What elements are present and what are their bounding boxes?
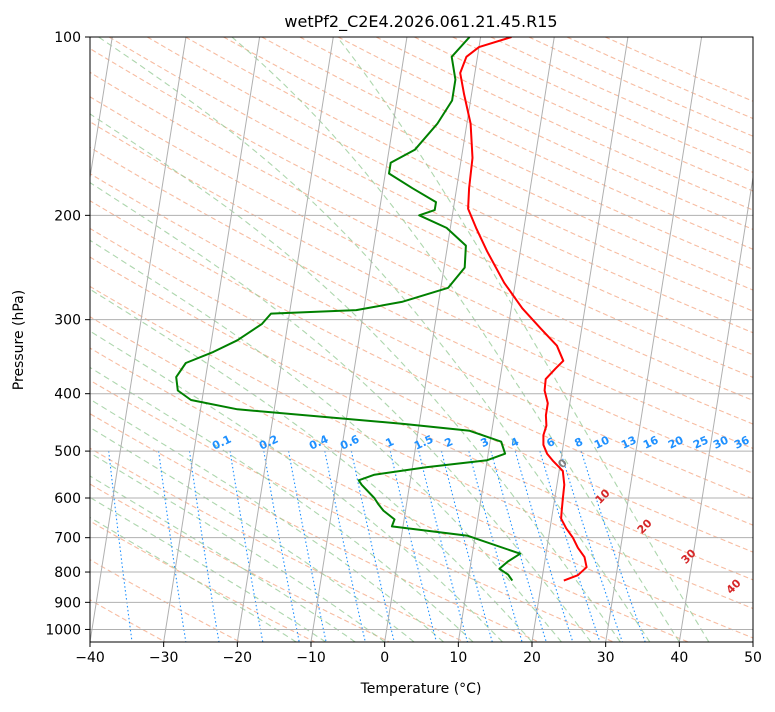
y-tick-label: 500 — [54, 444, 81, 460]
x-tick-label: −30 — [149, 650, 179, 666]
y-axis-label: Pressure (hPa) — [11, 290, 27, 390]
x-tick-label: −20 — [223, 650, 253, 666]
y-tick-label: 600 — [54, 491, 81, 507]
y-tick-label: 200 — [54, 208, 81, 224]
x-tick-label: −10 — [296, 650, 326, 666]
x-tick-label: 0 — [380, 650, 389, 666]
chart-title: wetPf2_C2E4.2026.061.21.45.R15 — [284, 12, 557, 32]
y-tick-label: 800 — [54, 565, 81, 581]
y-tick-label: 1000 — [45, 622, 81, 638]
y-tick-label: 400 — [54, 387, 81, 403]
x-tick-label: 40 — [670, 650, 688, 666]
x-tick-label: 30 — [597, 650, 615, 666]
y-tick-label: 100 — [54, 30, 81, 46]
x-tick-label: −40 — [75, 650, 105, 666]
x-axis-label: Temperature (°C) — [360, 681, 482, 697]
y-tick-label: 300 — [54, 313, 81, 329]
x-tick-label: 20 — [523, 650, 541, 666]
y-tick-label: 900 — [54, 595, 81, 611]
y-tick-label: 700 — [54, 531, 81, 547]
x-tick-label: 50 — [744, 650, 762, 666]
x-tick-label: 10 — [449, 650, 467, 666]
